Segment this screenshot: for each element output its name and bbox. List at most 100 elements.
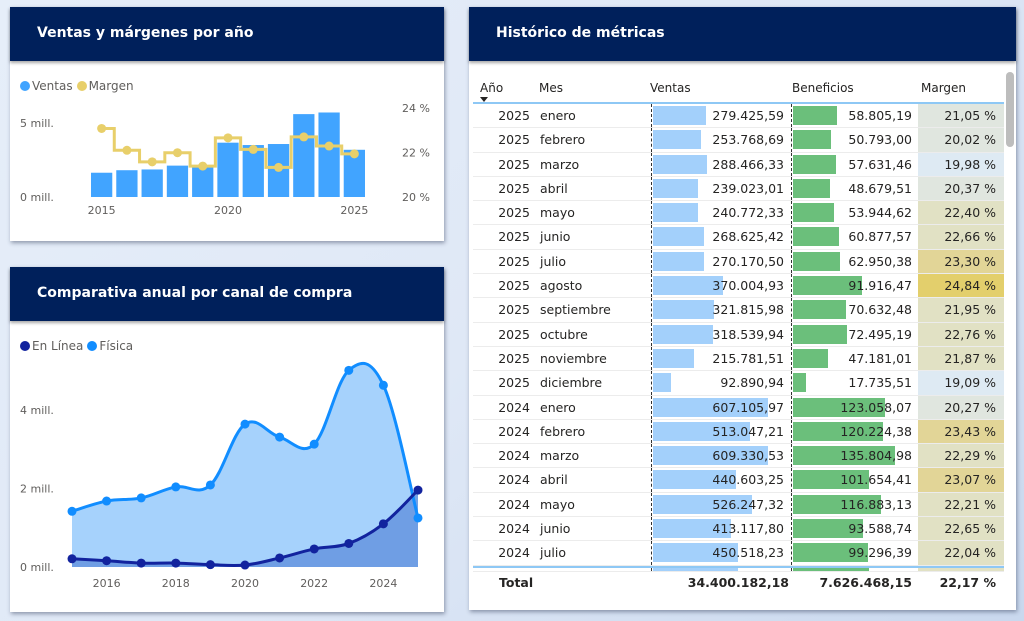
sales-value: 253.768,69	[712, 132, 784, 148]
table-row[interactable]: 2024 marzo 609.330,53 135.804,98 22,29 %	[473, 444, 1004, 469]
table-row[interactable]: 2024 mayo 526.247,32 116.883,13 22,21 %	[473, 492, 1004, 518]
table-row[interactable]: 2024 febrero 513.047,21 120.224,38 23,43 %	[473, 419, 1004, 445]
table-row[interactable]: 2025 diciembre 92.890,94 17.735,51 19,09 %	[473, 371, 1004, 396]
x-tick-label: 2015	[88, 204, 116, 217]
data-point	[136, 493, 146, 503]
table-row[interactable]: 2025 noviembre 215.781,51 47.181,01 21,87 %	[473, 346, 1004, 372]
cell-month: noviembre	[540, 350, 607, 366]
table-scrollbar-thumb[interactable]	[1006, 72, 1014, 147]
sales-bar	[192, 166, 214, 197]
cell-month: septiembre	[540, 302, 611, 318]
column-header-year[interactable]: Año	[480, 81, 504, 95]
cell-year: 2025	[498, 278, 530, 294]
sales-value: 450.518,23	[712, 545, 784, 561]
cell-margin: 21,95 %	[918, 298, 1004, 322]
margin-point	[324, 141, 334, 151]
data-point	[344, 538, 354, 548]
cell-month: mayo	[540, 205, 575, 221]
sales-databar	[653, 276, 723, 296]
table-row[interactable]: 2025 abril 239.023,01 48.679,51 20,37 %	[473, 176, 1004, 202]
margin-point	[122, 145, 132, 155]
y-right-tick-label: 24 %	[402, 102, 430, 115]
total-label: Total	[499, 575, 534, 590]
margin-point	[97, 123, 107, 133]
table-row[interactable]: 2024 junio 413.117,80 93.588,74 22,65 %	[473, 517, 1004, 542]
sales-value: 215.781,51	[712, 350, 784, 366]
cell-year: 2025	[498, 108, 530, 123]
cell-profit: 53.944,62	[791, 201, 917, 225]
sales-value: 607.105,97	[712, 399, 784, 415]
margin-value: 19,98 %	[944, 156, 996, 172]
margin-point	[349, 149, 359, 159]
sales-databar	[653, 421, 750, 441]
profit-value: 53.944,62	[848, 205, 912, 221]
table-row[interactable]: 2025 agosto 370.004,93 91.916,47 24,84 %	[473, 274, 1004, 299]
cell-month: julio	[540, 545, 566, 561]
cell-month: junio	[540, 229, 571, 245]
legend-item-fisica[interactable]: Física	[87, 339, 133, 353]
column-header-margin[interactable]: Margen	[921, 81, 967, 95]
table-row[interactable]: 2025 septiembre 321.815,98 70.632,48 21,95 %	[473, 298, 1004, 323]
cell-month: febrero	[540, 423, 586, 439]
legend-dot-icon	[20, 341, 30, 351]
table-row[interactable]: 2024 julio 450.518,23 99.296,39 22,04 %	[473, 541, 1004, 566]
column-header-profit[interactable]: Beneficios	[792, 81, 854, 95]
profit-databar	[793, 543, 868, 563]
column-header-sales[interactable]: Ventas	[650, 81, 691, 95]
profit-value: 58.805,19	[848, 108, 912, 123]
margin-point	[248, 144, 258, 154]
column-header-month[interactable]: Mes	[539, 81, 563, 95]
profit-value: 101.654,41	[840, 472, 912, 488]
cell-margin	[918, 565, 1004, 571]
data-point	[102, 496, 112, 506]
legend-item-en-linea[interactable]: En Línea	[20, 339, 83, 353]
margin-value: 22,40 %	[944, 205, 996, 221]
sales-databar	[653, 324, 714, 344]
table-row[interactable]: 2024 abril 440.603,25 101.654,41 23,07 %	[473, 468, 1004, 493]
table-row[interactable]: 2025 enero 279.425,59 58.805,19 21,05 %	[473, 104, 1004, 129]
cell-profit: 99.296,39	[791, 541, 917, 565]
table-row[interactable]: 2024 enero 607.105,97 123.058,07 20,27 %	[473, 395, 1004, 420]
sales-databar	[653, 567, 738, 571]
profit-databar	[793, 421, 884, 441]
cell-profit: 60.877,57	[791, 225, 917, 249]
cell-sales: 279.425,59	[651, 104, 789, 128]
y-tick-label: 4 mill.	[20, 404, 54, 417]
cell-margin: 19,09 %	[918, 371, 1004, 395]
legend-item-ventas[interactable]: Ventas	[20, 79, 73, 93]
sales-databar	[653, 178, 699, 198]
data-point	[205, 560, 215, 570]
sort-descending-icon[interactable]	[480, 97, 488, 102]
sales-databar	[653, 470, 737, 490]
cell-month: enero	[540, 399, 576, 415]
sales-value: 288.466,33	[712, 156, 784, 172]
sales-databar	[653, 227, 704, 247]
table-row[interactable]: 2025 junio 268.625,42 60.877,57 22,66 %	[473, 225, 1004, 250]
profit-value: 50.793,00	[848, 132, 912, 148]
cell-year: 2024	[498, 496, 530, 512]
cell-month: mayo	[540, 496, 575, 512]
profit-value: 120.224,38	[840, 423, 912, 439]
sales-databar	[653, 251, 705, 271]
margin-value: 22,21 %	[944, 496, 996, 512]
sales-databar	[653, 300, 714, 320]
table-row[interactable]: 2025 julio 270.170,50 62.950,38 23,30 %	[473, 249, 1004, 275]
cell-sales: 321.815,98	[651, 298, 789, 322]
data-point	[413, 485, 423, 495]
table-row[interactable]: 2025 marzo 288.466,33 57.631,46 19,98 %	[473, 152, 1004, 177]
cell-profit: 17.735,51	[791, 371, 917, 395]
cell-sales: 318.539,94	[651, 322, 789, 346]
cell-margin: 22,29 %	[918, 444, 1004, 468]
legend-item-margen[interactable]: Margen	[76, 79, 134, 93]
sales-value: 268.625,42	[712, 229, 784, 245]
cell-profit: 48.679,51	[791, 176, 917, 201]
table-row-partial[interactable]	[473, 565, 1004, 572]
table-row[interactable]: 2025 octubre 318.539,94 72.495,19 22,76 %	[473, 322, 1004, 347]
sales-value: 318.539,94	[712, 326, 784, 342]
profit-value: 116.883,13	[840, 496, 912, 512]
cell-year: 2024	[498, 448, 530, 464]
data-point	[171, 482, 181, 492]
table-row[interactable]: 2025 febrero 253.768,69 50.793,00 20,02 %	[473, 128, 1004, 153]
metrics-table-title: Histórico de métricas	[469, 7, 1016, 61]
table-row[interactable]: 2025 mayo 240.772,33 53.944,62 22,40 %	[473, 201, 1004, 226]
